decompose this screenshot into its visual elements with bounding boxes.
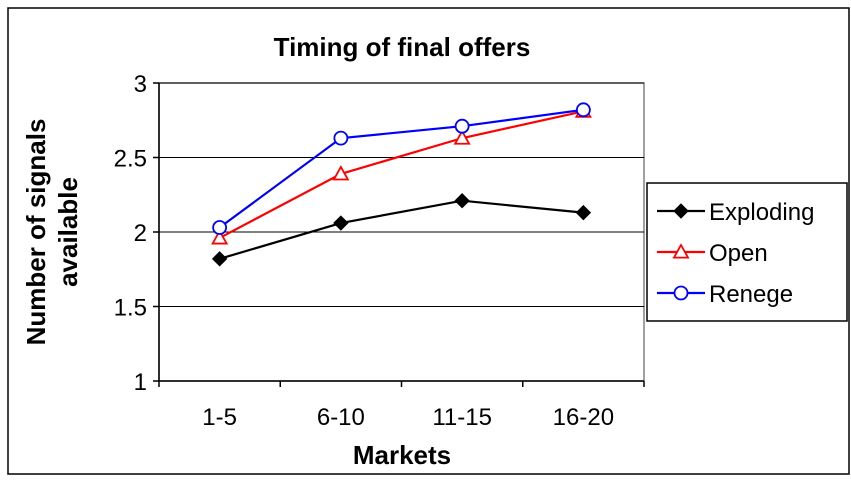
legend-label-open: Open: [709, 240, 768, 267]
y-tick-label: 2: [134, 220, 147, 247]
data-point-exploding: [575, 204, 592, 221]
data-point-open: [453, 129, 471, 145]
legend-label-renege: Renege: [709, 281, 793, 308]
legend-marker-renege: [673, 285, 689, 301]
y-axis-title-line-1: Number of signals: [21, 119, 51, 346]
data-point-exploding: [454, 193, 470, 209]
data-point-open: [211, 229, 229, 245]
legend: Exploding Open Renege: [657, 199, 814, 308]
legend-item-exploding: Exploding: [657, 199, 814, 226]
legend-item-open: Open: [657, 240, 768, 267]
data-point-exploding: [211, 251, 228, 267]
series-renege: [212, 102, 591, 235]
x-tick-label: 6-10: [317, 404, 365, 431]
y-axis-ticks: 1 1.5 2 2.5 3: [114, 71, 159, 396]
x-axis-ticks: 1-5 6-10 11-15 16-20: [158, 381, 645, 431]
y-tick-label: 3: [134, 71, 147, 98]
chart-title: Timing of final offers: [274, 32, 531, 62]
data-point-renege: [212, 220, 228, 235]
y-tick-label: 1.5: [114, 295, 147, 322]
legend-marker-open: [672, 243, 690, 259]
x-tick-label: 11-15: [432, 404, 492, 431]
series-exploding: [211, 193, 592, 267]
data-point-renege: [454, 118, 470, 134]
legend-marker-exploding: [673, 203, 689, 219]
legend-label-exploding: Exploding: [709, 199, 814, 226]
series-line-open: [219, 110, 584, 239]
x-tick-label: 16-20: [553, 404, 614, 431]
series-layer: [211, 102, 592, 267]
data-point-renege: [333, 130, 349, 146]
series-line-renege: [218, 108, 584, 229]
series-line-exploding: [219, 199, 584, 260]
data-point-renege: [575, 102, 591, 118]
x-axis-title: Markets: [353, 440, 451, 470]
data-point-exploding: [333, 215, 349, 231]
gridlines: [159, 82, 644, 307]
y-axis-title-line-2: available: [53, 177, 83, 287]
data-point-open: [332, 165, 350, 181]
y-axis-title: Number of signals available: [21, 119, 83, 346]
y-tick-label: 1: [134, 369, 147, 396]
legend-item-renege: Renege: [657, 281, 793, 308]
x-tick-label: 1-5: [202, 404, 237, 431]
y-tick-label: 2.5: [114, 146, 147, 173]
